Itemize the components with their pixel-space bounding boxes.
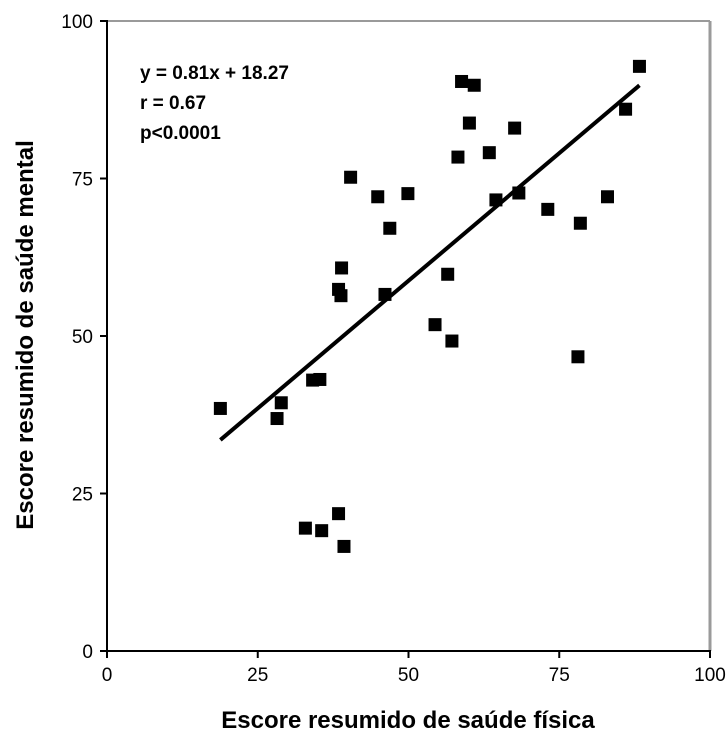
y-tick-label: 25 [72,485,93,506]
data-point [315,524,329,538]
annotation-p: p<0.0001 [140,123,221,144]
regression-line-group [219,83,641,442]
data-point [274,396,288,410]
data-point [619,102,633,116]
x-tick-label: 75 [549,665,570,686]
data-point [371,190,385,204]
x-axis-ticks: 0 25 50 75 100 [102,651,726,686]
data-point [462,116,476,130]
data-point [332,507,346,521]
data-point [401,187,415,201]
x-tick-label: 100 [694,665,726,686]
data-points [213,59,646,553]
data-point [451,150,465,164]
data-point [313,372,327,386]
x-tick-label: 0 [102,665,113,686]
x-axis-title: Escore resumido de saúde física [221,707,595,734]
data-point [489,193,503,207]
data-point [632,59,646,73]
data-point [383,221,397,235]
data-point [441,267,455,281]
data-point [573,216,587,230]
data-point [482,146,496,160]
data-point [337,539,351,553]
data-point [298,521,312,535]
x-tick-label: 25 [247,665,268,686]
y-axis-title: Escore resumido de saúde mental [12,140,39,529]
data-point [467,78,481,92]
data-point [213,401,227,415]
y-axis-ticks: 0 25 50 75 100 [61,12,107,663]
data-point [445,334,459,348]
data-point [600,190,614,204]
y-tick-label: 0 [82,642,93,663]
data-point [428,318,442,332]
y-tick-label: 50 [72,327,93,348]
data-point [455,74,469,88]
data-point [508,121,522,135]
data-point [270,412,284,426]
annotation-equation: y = 0.81x + 18.27 [140,63,289,84]
data-point [344,170,358,184]
data-point [571,350,585,364]
y-tick-label: 75 [72,170,93,191]
data-point [335,261,349,275]
regression-line [219,83,641,442]
data-point [541,202,555,216]
data-point [378,287,392,301]
x-tick-label: 50 [398,665,419,686]
data-point [512,186,526,200]
data-point [334,289,348,303]
y-tick-label: 100 [61,12,93,33]
annotation-r: r = 0.67 [140,93,206,114]
